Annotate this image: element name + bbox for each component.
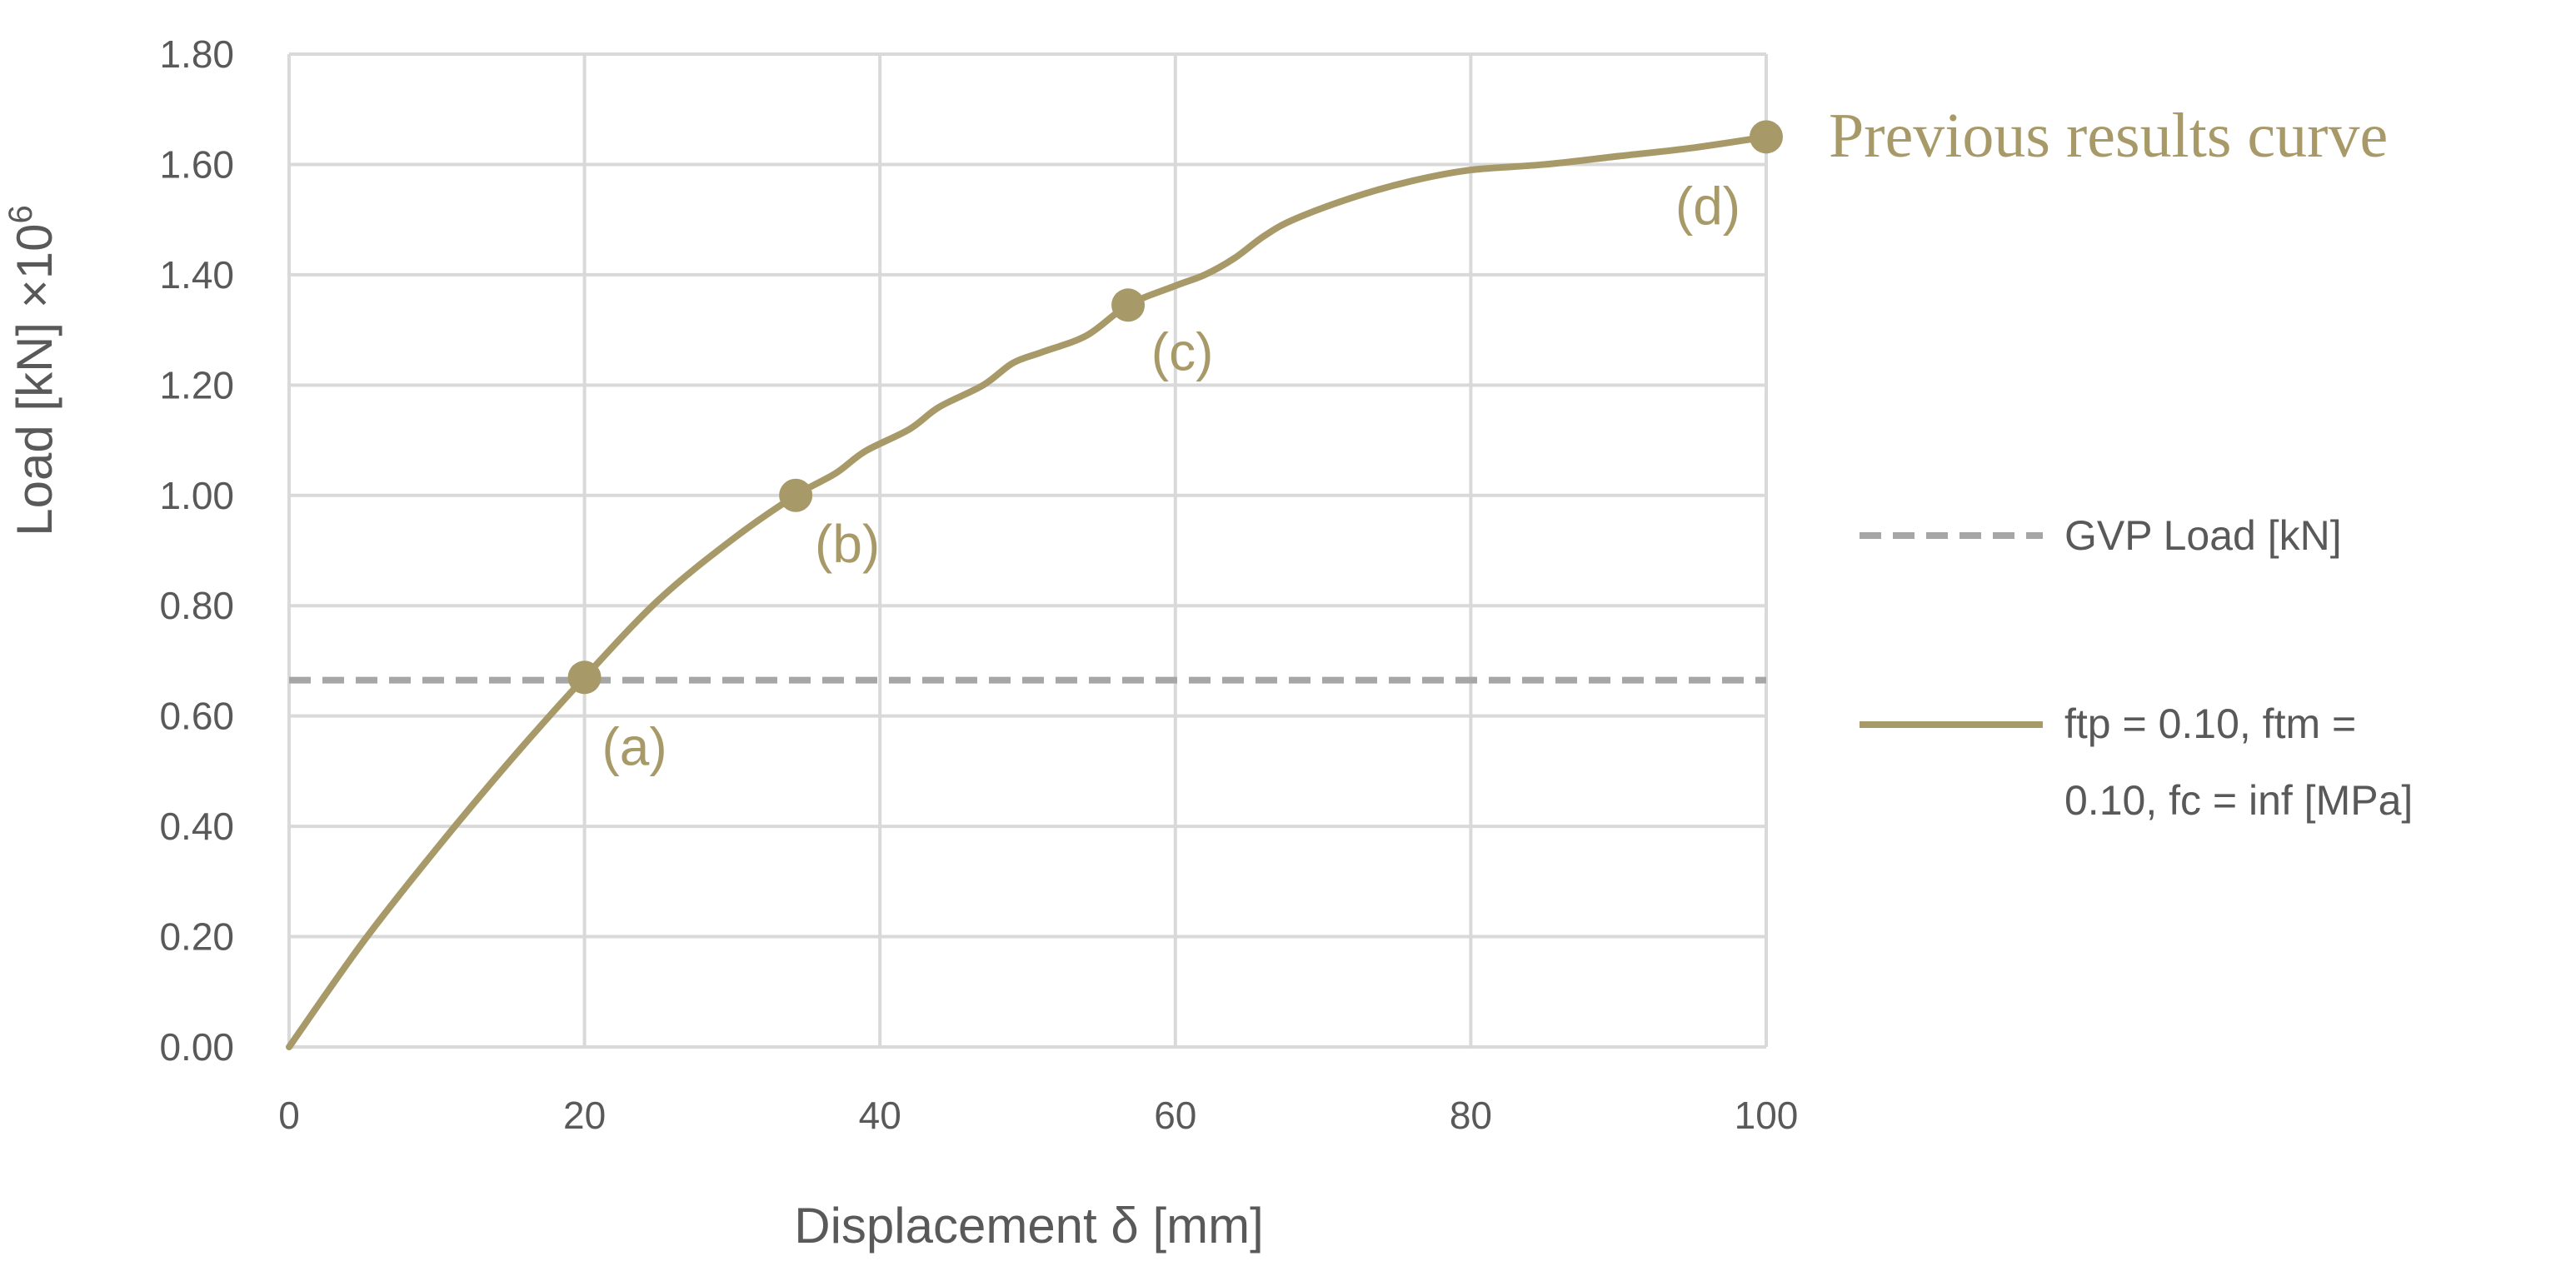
y-tick-label: 1.20 <box>159 363 234 406</box>
x-tick-label: 100 <box>1735 1094 1799 1137</box>
marker-label: (a) <box>602 716 666 776</box>
x-tick-label: 20 <box>563 1094 606 1137</box>
y-tick-label: 0.00 <box>159 1025 234 1069</box>
x-tick-label: 40 <box>859 1094 901 1137</box>
y-axis-ticks: 0.00 0.20 0.40 0.60 0.80 1.00 1.20 1.40 1.60 1.80 <box>159 32 234 1069</box>
marker-point <box>1750 120 1783 154</box>
gridlines <box>287 52 1768 1049</box>
y-tick-label: 1.60 <box>159 142 234 186</box>
x-tick-label: 80 <box>1450 1094 1492 1137</box>
legend-label-ftp-series-line1: ftp = 0.10, ftm = <box>2064 700 2356 747</box>
y-axis-title: Load [kN] ×106 <box>2 205 62 536</box>
marker-point <box>779 478 813 512</box>
y-tick-label: 0.40 <box>159 805 234 848</box>
y-tick-label: 0.20 <box>159 915 234 959</box>
marker-point <box>567 660 602 695</box>
y-axis-title-text: Load [kN] ×10 <box>7 223 62 536</box>
marker-label: (d) <box>1675 176 1740 236</box>
y-tick-label: 1.00 <box>159 474 234 517</box>
legend-label-gvp-load: GVP Load [kN] <box>2064 512 2342 559</box>
x-axis-ticks: 0 20 40 60 80 100 <box>278 1094 1798 1137</box>
legend-label-ftp-series-line2: 0.10, fc = inf [MPa] <box>2064 777 2413 824</box>
x-tick-label: 60 <box>1154 1094 1196 1137</box>
series-line-ftp <box>286 133 1770 1050</box>
previous-results-annotation: Previous results curve <box>1829 101 2388 171</box>
x-tick-label: 0 <box>278 1094 300 1137</box>
y-tick-label: 1.40 <box>159 253 234 297</box>
series-layer <box>286 133 1770 1050</box>
marker-point <box>1111 288 1146 322</box>
marker-label: (c) <box>1151 322 1214 381</box>
marker-layer: (a) (b) (c) (d) <box>567 120 1783 776</box>
y-tick-label: 0.80 <box>159 584 234 627</box>
x-axis-title: Displacement δ [mm] <box>794 1198 1264 1254</box>
y-axis-title-exponent: 6 <box>2 205 39 223</box>
marker-label: (b) <box>815 514 880 574</box>
legend: GVP Load [kN] ftp = 0.10, ftm = 0.10, fc… <box>1860 512 2413 824</box>
y-tick-label: 0.60 <box>159 695 234 738</box>
y-tick-label: 1.80 <box>159 32 234 76</box>
